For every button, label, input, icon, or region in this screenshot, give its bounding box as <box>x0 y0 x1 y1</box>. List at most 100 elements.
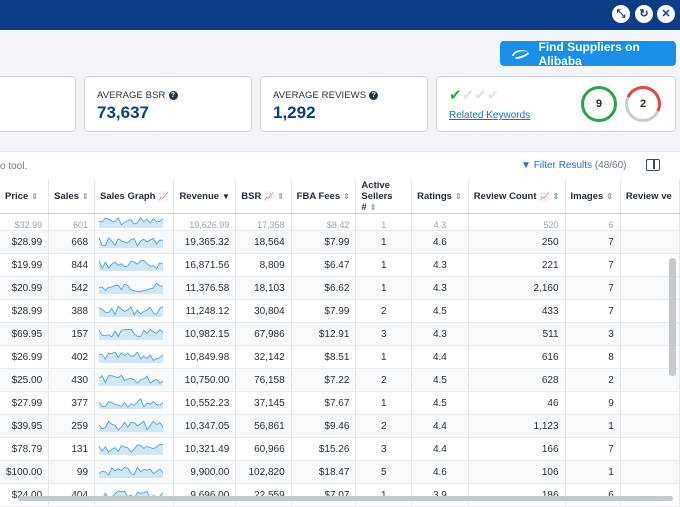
table-cell: $28.99 <box>0 230 50 254</box>
table-row[interactable]: $69.95 157 10,982.15 67,986 $12.91 3 4.3 511 3 <box>0 322 680 346</box>
horizontal-scrollbar[interactable] <box>18 496 673 501</box>
table-cell: 6 <box>565 213 621 231</box>
filter-icon: ▼ <box>521 160 531 171</box>
table-cell: 2 <box>355 299 413 323</box>
table-cell: 2,160 <box>468 276 566 300</box>
table-cell: 377 <box>48 391 96 415</box>
help-icon[interactable]: ? <box>369 90 379 100</box>
find-suppliers-button[interactable]: Find Suppliers on Alibaba <box>500 39 676 68</box>
refresh-icon[interactable]: ↻ <box>635 5 653 23</box>
table-row[interactable]: $24.00 404 9,696.00 22,559 $7.07 1 3.9 186 6 <box>0 483 680 507</box>
col-header-images[interactable]: Images ⇕ <box>565 180 621 214</box>
table-cell <box>620 276 680 300</box>
table-cell: 19,365.32 <box>173 230 237 254</box>
table-cell: 16,871.56 <box>173 253 237 277</box>
table-cell: 3 <box>355 437 413 461</box>
sales-sparkline <box>94 391 175 415</box>
table-cell: 4.3 <box>411 213 469 231</box>
table-cell <box>620 299 680 323</box>
table-cell: 9,696.00 <box>173 483 237 507</box>
table-cell: 67,986 <box>235 322 292 346</box>
table-cell: 1,123 <box>468 414 566 438</box>
table-row[interactable]: $32.99 601 19,626.99 17,358 $8.42 1 4.3 520 6 <box>0 213 680 231</box>
col-header-sales-graph[interactable]: Sales Graph 📈 <box>94 180 175 214</box>
table-cell: 404 <box>48 483 96 507</box>
check-icon: ✔ <box>461 87 475 104</box>
table-cell: 10,347.05 <box>173 414 237 438</box>
table-cell: 8,809 <box>235 253 292 277</box>
table-cell: 259 <box>48 414 96 438</box>
col-header-bsr[interactable]: BSR 📈 ⇕ <box>235 180 292 214</box>
average-reviews-label: AVERAGE REVIEWS <box>273 90 367 101</box>
table-cell: 4.6 <box>411 460 469 484</box>
table-cell: 1 <box>565 460 621 484</box>
sort-icon[interactable]: ⇕ <box>552 192 560 201</box>
table-cell <box>620 460 680 484</box>
col-header-sales[interactable]: Sales ⇕ <box>48 180 96 214</box>
help-icon[interactable]: ? <box>168 90 178 100</box>
table-cell: 2 <box>565 368 621 392</box>
sort-desc-icon[interactable]: ▼ <box>222 192 230 201</box>
table-cell: $20.99 <box>0 276 50 300</box>
table-cell: 4.5 <box>411 391 469 415</box>
table-cell: 18,103 <box>235 276 292 300</box>
related-keywords-link[interactable]: Related Keywords <box>449 110 531 121</box>
col-header-fba-fees[interactable]: FBA Fees ⇕ <box>291 180 357 214</box>
table-cell: $7.22 <box>291 368 357 392</box>
check-icon: ✔ <box>474 87 487 104</box>
table-cell: 10,552.23 <box>173 391 237 415</box>
red-score-ring: 2 <box>625 86 661 122</box>
find-suppliers-label: Find Suppliers on Alibaba <box>538 39 640 68</box>
check-icons: ✔✔✔✔ <box>449 86 499 104</box>
table-cell <box>620 437 680 461</box>
chart-icon[interactable]: 📈 <box>158 192 169 201</box>
col-header-review-count[interactable]: Review Count 📈 ⇕ <box>468 180 566 214</box>
col-header-active-sellers[interactable]: Active Sellers # ⇕ <box>355 180 413 214</box>
table-row[interactable]: $26.99 402 10,849.98 32,142 $8.51 1 4.4 616 8 <box>0 345 680 369</box>
keywords-card: ✔✔✔✔ Related Keywords 9 2 <box>436 76 676 132</box>
average-bsr-value: 73,637 <box>97 103 149 122</box>
table-row[interactable]: $78.79 131 10,321.49 60,966 $15.26 3 4.4 166 7 <box>0 437 680 461</box>
table-row[interactable]: $100.00 99 9,900.00 102,820 $18.47 5 4.6 106 1 <box>0 460 680 484</box>
filter-results-label: Filter Results <box>533 160 593 171</box>
sort-icon[interactable]: ⇕ <box>454 192 462 201</box>
table-row[interactable]: $19.99 844 16,871.56 8,809 $6.47 1 4.3 221 7 <box>0 253 680 277</box>
table-row[interactable]: $39.95 259 10,347.05 56,861 $9.46 2 4.4 1,123 1 <box>0 414 680 438</box>
col-header-review-velocity[interactable]: Review ve <box>620 180 680 214</box>
table-cell: 388 <box>48 299 96 323</box>
sort-icon[interactable]: ⇕ <box>31 192 38 201</box>
table-cell: $32.99 <box>0 213 50 231</box>
table-row[interactable]: $27.99 377 10,552.23 37,145 $7.67 1 4.5 46 9 <box>0 391 680 415</box>
table-cell: $6.62 <box>291 276 357 300</box>
sort-icon[interactable]: ⇕ <box>81 192 89 201</box>
table-cell: $15.26 <box>291 437 357 461</box>
sort-icon[interactable]: ⇕ <box>343 192 350 201</box>
table-row[interactable]: $28.99 388 11,248.12 30,804 $7.99 2 4.5 433 7 <box>0 299 680 323</box>
sort-icon[interactable]: ⇕ <box>369 203 377 212</box>
table-cell: 520 <box>468 213 566 231</box>
table-row[interactable]: $20.99 542 11,376.58 18,103 $6.62 1 4.3 2,160 7 <box>0 276 680 300</box>
chart-icon[interactable]: 📈 <box>539 192 550 201</box>
col-header-ratings[interactable]: Ratings ⇕ <box>411 180 469 214</box>
col-header-revenue[interactable]: Revenue ▼ <box>173 180 237 214</box>
table-cell: 7 <box>565 230 621 254</box>
col-header-price[interactable]: Price ⇕ <box>0 180 50 214</box>
table-cell <box>620 414 680 438</box>
sort-icon[interactable]: ⇕ <box>277 192 285 201</box>
minimize-icon[interactable]: ⤡ <box>612 5 630 23</box>
table-cell <box>620 230 680 254</box>
vertical-scrollbar[interactable] <box>669 258 676 376</box>
sales-sparkline <box>94 253 175 277</box>
sales-sparkline <box>94 483 175 507</box>
columns-icon[interactable] <box>646 159 660 171</box>
table-row[interactable]: $25.00 430 10,750.00 76,158 $7.22 2 4.5 628 2 <box>0 368 680 392</box>
filter-results-button[interactable]: ▼ Filter Results (48/60) <box>521 160 627 171</box>
chart-icon[interactable]: 📈 <box>264 192 275 201</box>
sort-icon[interactable]: ⇕ <box>606 192 613 201</box>
table-cell: 3 <box>565 322 621 346</box>
table-cell: 4.4 <box>411 437 469 461</box>
sales-sparkline <box>94 414 175 438</box>
close-icon[interactable]: ✕ <box>657 5 675 23</box>
sales-sparkline <box>94 322 175 346</box>
table-row[interactable]: $28.99 668 19,365.32 18,564 $7.99 1 4.6 250 7 <box>0 230 680 254</box>
